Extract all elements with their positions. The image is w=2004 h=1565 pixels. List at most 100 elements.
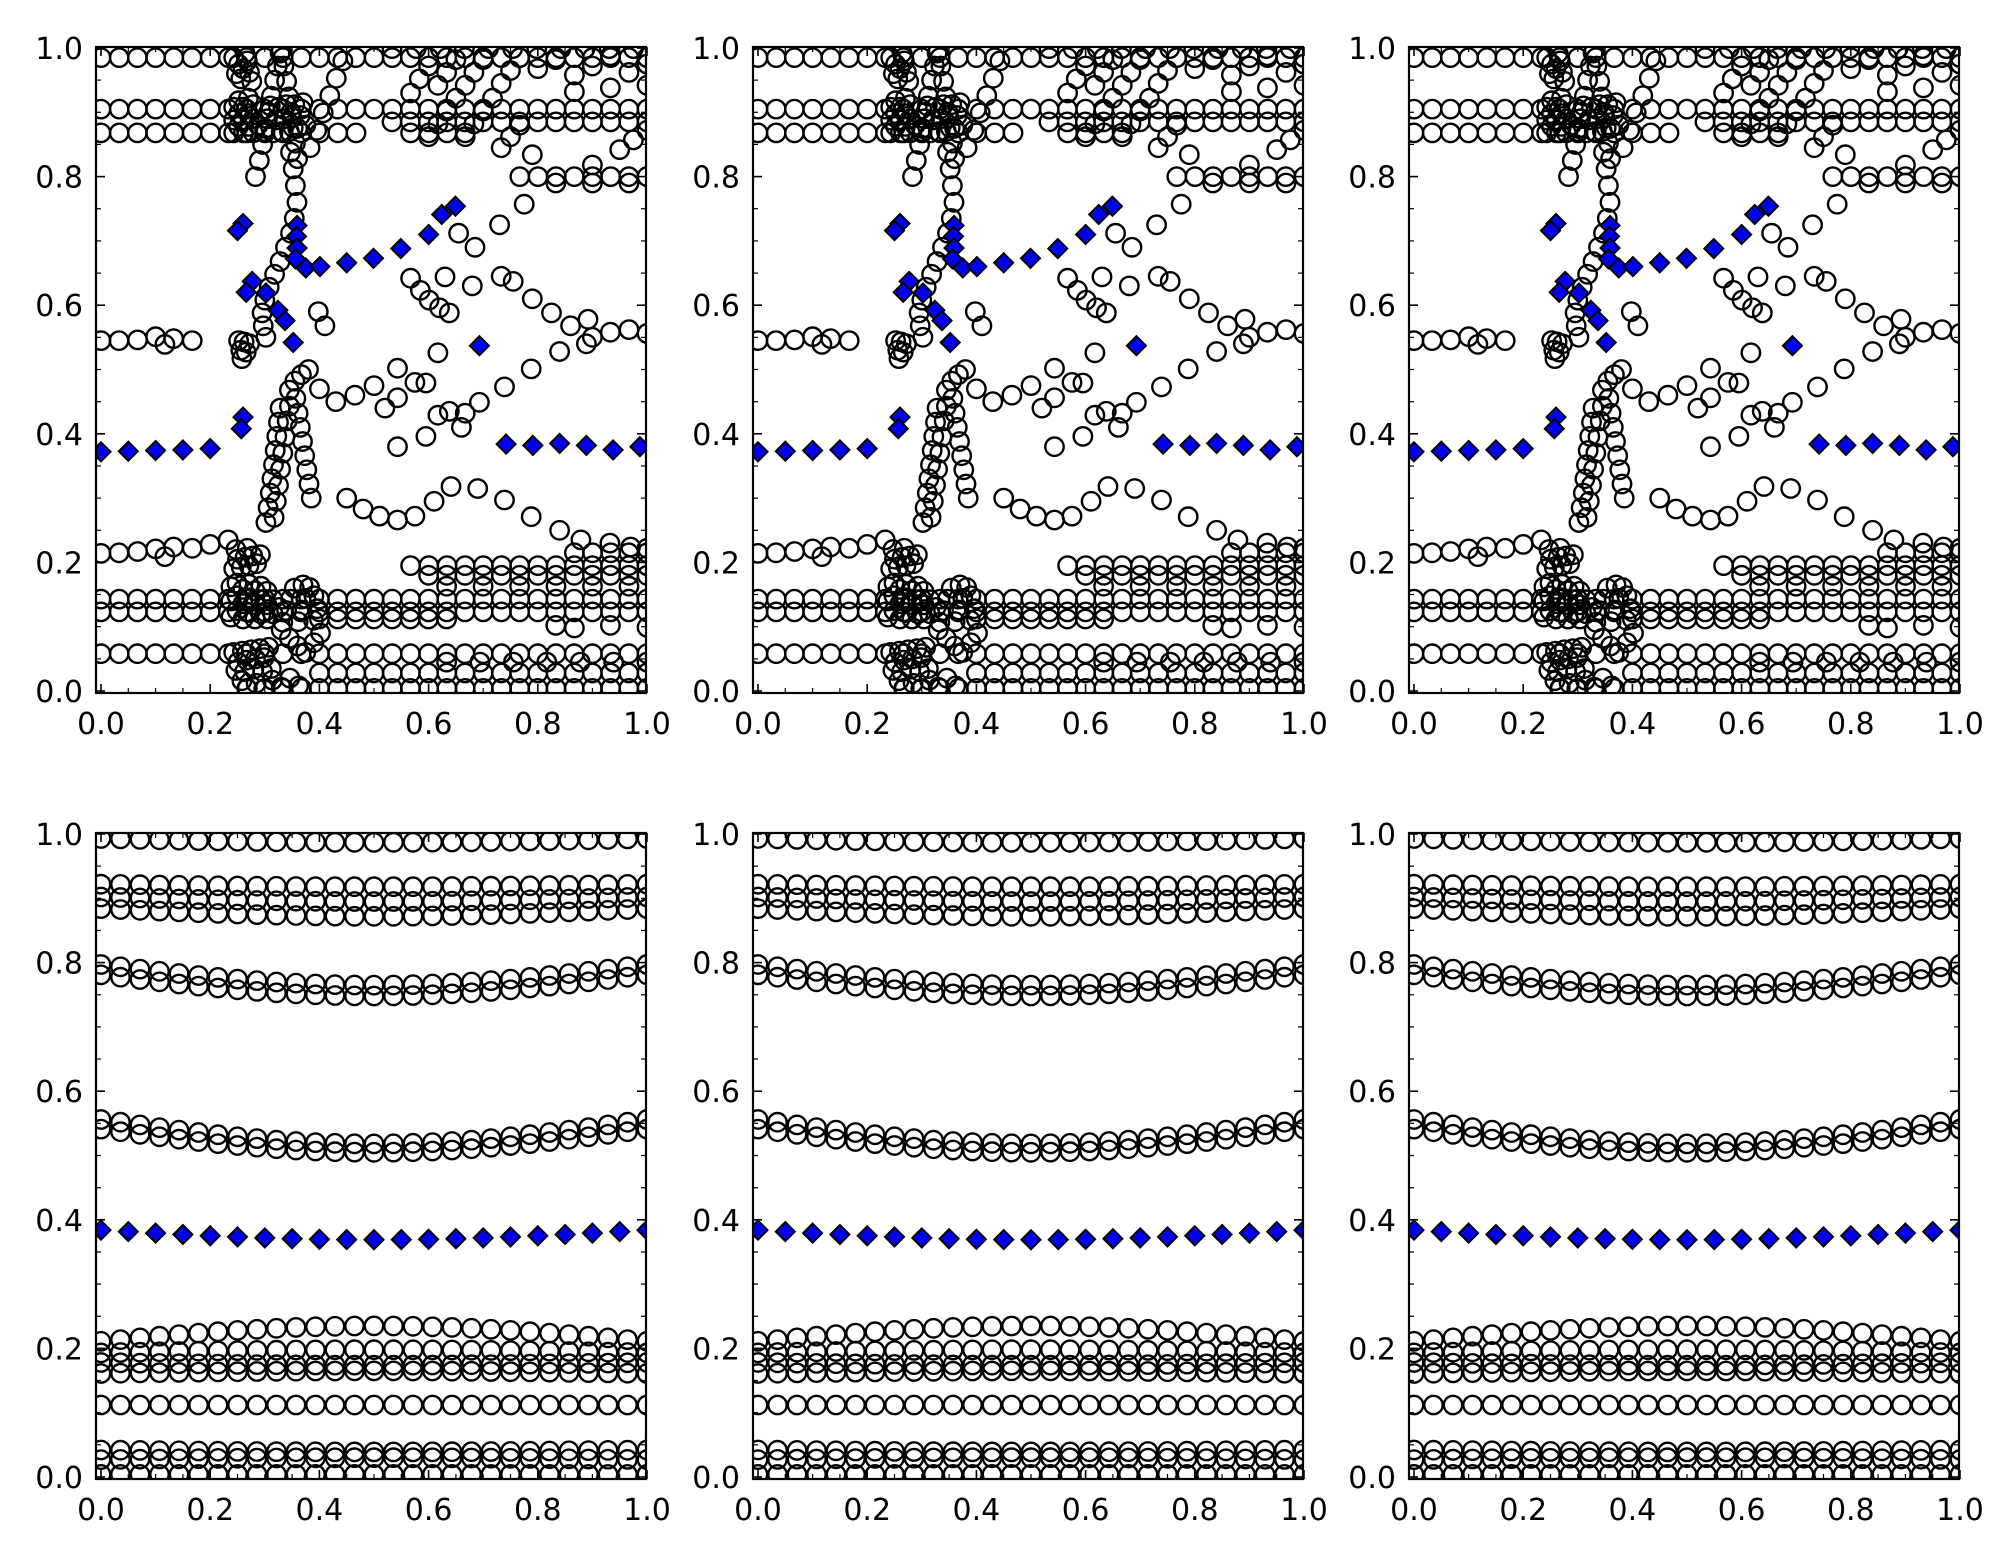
circle-marker bbox=[920, 507, 942, 528]
circle-marker bbox=[1622, 378, 1643, 400]
circle-marker bbox=[1949, 74, 1959, 96]
circle-marker bbox=[1235, 1117, 1256, 1139]
circle-marker bbox=[1147, 265, 1169, 287]
circle-marker bbox=[1816, 651, 1837, 673]
diamond-marker bbox=[1409, 440, 1425, 463]
circle-marker bbox=[1126, 391, 1147, 413]
circle-marker bbox=[1822, 575, 1844, 597]
circle-marker bbox=[1883, 529, 1905, 551]
circle-marker bbox=[500, 1135, 521, 1156]
circle-marker bbox=[1118, 1138, 1139, 1160]
circle-marker bbox=[1095, 400, 1117, 422]
circle-marker bbox=[258, 636, 279, 658]
circle-marker bbox=[1176, 977, 1198, 999]
circle-marker bbox=[1293, 678, 1303, 693]
circle-marker bbox=[280, 141, 301, 163]
circle-marker bbox=[617, 1121, 638, 1143]
circle-marker bbox=[1275, 172, 1297, 194]
circle-marker bbox=[636, 1449, 646, 1470]
circle-marker bbox=[1293, 1449, 1303, 1470]
circle-marker bbox=[1578, 109, 1600, 131]
circle-marker bbox=[336, 487, 358, 509]
circle-marker bbox=[1586, 55, 1608, 77]
circle-marker bbox=[884, 979, 905, 1001]
circle-marker bbox=[971, 315, 993, 337]
circle-marker bbox=[1558, 166, 1579, 188]
diamond-marker bbox=[1457, 439, 1480, 462]
circle-marker bbox=[967, 622, 988, 644]
circle-marker bbox=[1293, 1342, 1303, 1364]
circle-marker bbox=[1608, 114, 1630, 136]
circle-marker bbox=[312, 102, 334, 124]
x-tick-label: 0.8 bbox=[514, 1493, 562, 1528]
circle-marker bbox=[1753, 476, 1775, 497]
circle-marker bbox=[636, 1118, 646, 1140]
circle-marker bbox=[1157, 968, 1178, 990]
circle-marker bbox=[767, 1121, 788, 1143]
circle-marker bbox=[1217, 315, 1239, 337]
circle-marker bbox=[1293, 564, 1303, 586]
circle-marker bbox=[1889, 333, 1910, 355]
circle-marker bbox=[245, 166, 266, 188]
circle-marker bbox=[149, 1126, 170, 1148]
circle-marker bbox=[636, 1363, 646, 1384]
circle-marker bbox=[864, 1124, 886, 1146]
circle-marker bbox=[233, 109, 254, 131]
circle-marker bbox=[1423, 1111, 1444, 1133]
circle-marker bbox=[903, 1128, 925, 1150]
circle-marker bbox=[129, 1327, 151, 1349]
circle-marker bbox=[188, 965, 209, 986]
circle-marker bbox=[1293, 98, 1303, 120]
circle-marker bbox=[1442, 969, 1464, 990]
diamond-marker bbox=[199, 1224, 222, 1247]
circle-marker bbox=[891, 47, 913, 64]
circle-marker bbox=[1949, 964, 1959, 986]
data-markers bbox=[96, 47, 646, 693]
circle-marker bbox=[1625, 102, 1647, 124]
y-tick-label: 1.0 bbox=[35, 818, 83, 853]
diamond-marker bbox=[1047, 1228, 1070, 1251]
circle-marker bbox=[310, 622, 331, 644]
circle-marker bbox=[1609, 459, 1631, 481]
circle-marker bbox=[1949, 588, 1959, 610]
circle-marker bbox=[1279, 129, 1301, 151]
circle-marker bbox=[1774, 1138, 1795, 1160]
circle-marker bbox=[609, 139, 631, 161]
circle-marker bbox=[597, 969, 619, 990]
circle-marker bbox=[1206, 341, 1228, 362]
circle-marker bbox=[1605, 92, 1627, 114]
circle-marker bbox=[1462, 971, 1483, 993]
circle-marker bbox=[929, 442, 951, 464]
circle-marker bbox=[1949, 53, 1959, 75]
circle-marker bbox=[254, 121, 276, 143]
circle-marker bbox=[1930, 1121, 1951, 1143]
circle-marker bbox=[1600, 148, 1622, 170]
circle-marker bbox=[1627, 315, 1649, 337]
circle-marker bbox=[1559, 1136, 1581, 1158]
circle-marker bbox=[1555, 94, 1577, 116]
circle-marker bbox=[636, 964, 646, 986]
circle-marker bbox=[276, 94, 297, 116]
circle-marker bbox=[883, 572, 905, 594]
circle-marker bbox=[1257, 47, 1278, 67]
open-circle-series bbox=[753, 833, 1303, 1479]
circle-marker bbox=[276, 600, 297, 621]
diamond-marker bbox=[1259, 438, 1282, 461]
circle-marker bbox=[1546, 109, 1567, 131]
diamond-marker bbox=[931, 309, 953, 332]
circle-marker bbox=[1949, 601, 1959, 623]
diamond-marker bbox=[608, 1220, 631, 1243]
circle-marker bbox=[1540, 979, 1561, 1001]
circle-marker bbox=[1619, 598, 1641, 620]
circle-marker bbox=[1563, 544, 1584, 566]
circle-marker bbox=[864, 977, 886, 999]
circle-marker bbox=[149, 960, 170, 982]
circle-marker bbox=[427, 404, 449, 426]
circle-marker bbox=[227, 1126, 248, 1148]
circle-marker bbox=[825, 963, 847, 984]
circle-marker bbox=[541, 302, 562, 324]
circle-marker bbox=[558, 973, 580, 995]
circle-marker bbox=[1949, 651, 1959, 673]
diamond-marker bbox=[965, 255, 988, 278]
circle-marker bbox=[1137, 981, 1159, 1002]
